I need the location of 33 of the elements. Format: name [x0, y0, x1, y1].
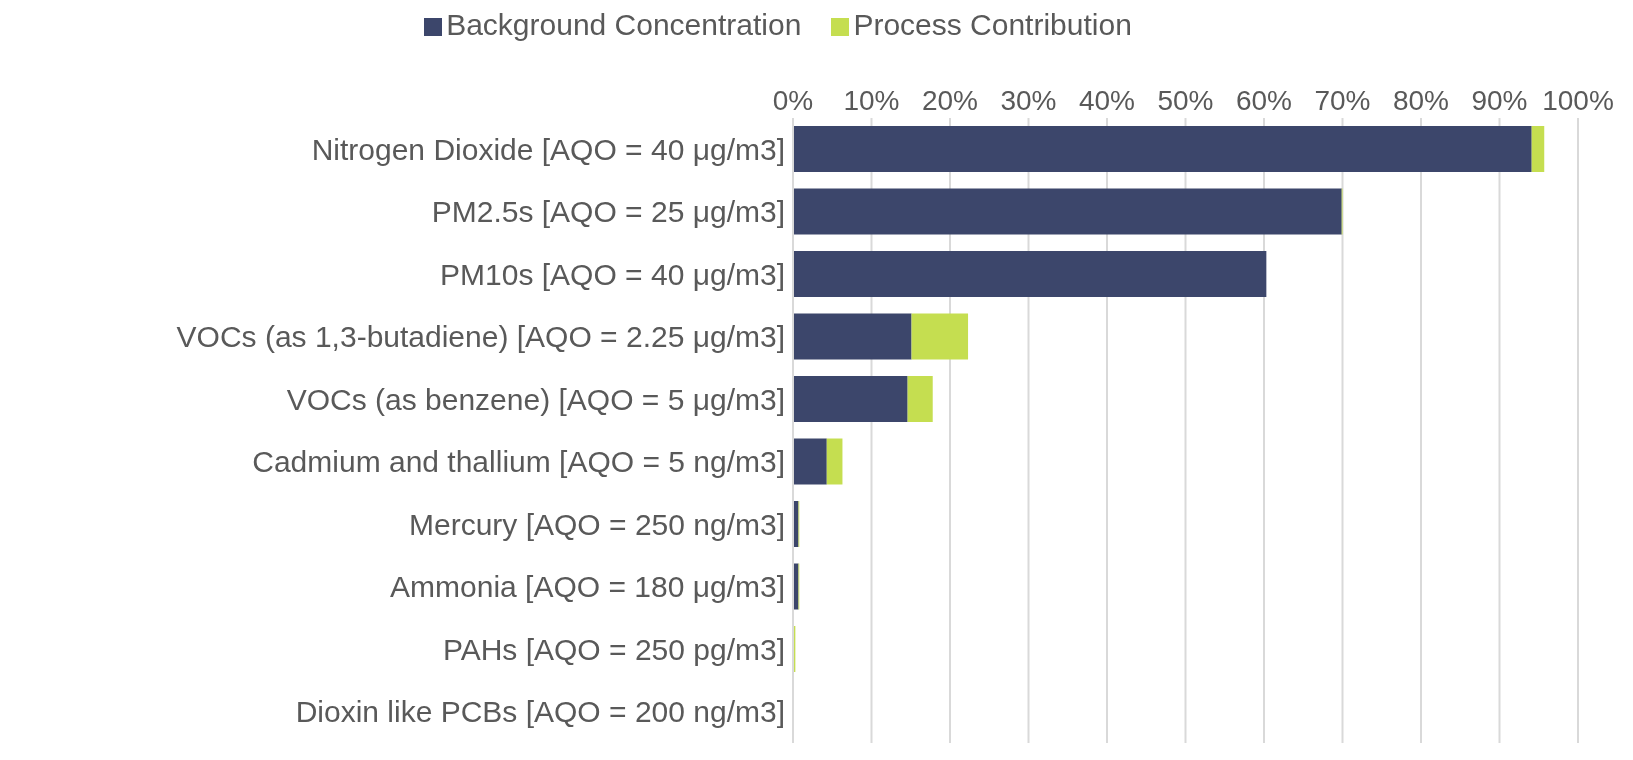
x-tick-label: 60% [1235, 85, 1293, 116]
y-tick-label: Dioxin like PCBs [AQO = 200 ng/m3] [295, 695, 785, 729]
bar [793, 438, 827, 485]
x-tick-label: 100% [1542, 85, 1614, 116]
x-tick-label: 20% [921, 85, 979, 116]
y-tick-label: VOCs (as 1,3-butadiene) [AQO = 2.25 μg/m3] [176, 320, 785, 354]
bar [793, 251, 1267, 297]
x-tick-label: 30% [1000, 85, 1057, 116]
y-tick-label: PM10s [AQO = 40 μg/m3] [440, 257, 785, 291]
bar [793, 188, 1342, 235]
bar [1531, 126, 1545, 172]
x-tick-label: 80% [1392, 85, 1450, 116]
y-tick-label: Nitrogen Dioxide [AQO = 40 μg/m3] [311, 132, 785, 166]
bar [793, 126, 1532, 172]
x-tick-label: 70% [1314, 85, 1371, 116]
legend-label: Process Contribution [853, 8, 1132, 41]
y-tick-label: Mercury [AQO = 250 ng/m3] [409, 507, 785, 541]
x-tick-label: 40% [1078, 85, 1136, 116]
bar [793, 376, 908, 422]
bar [826, 438, 843, 485]
x-tick-label: 90% [1471, 85, 1528, 116]
legend-label: Background Concentration [446, 8, 802, 41]
y-tick-label: PAHs [AQO = 250 pg/m3] [442, 632, 785, 666]
x-tick-label: 50% [1157, 85, 1214, 116]
bar [907, 376, 933, 422]
x-tick-label: 0% [772, 85, 814, 116]
y-tick-label: Cadmium and thallium [AQO = 5 ng/m3] [252, 445, 785, 479]
x-tick-label: 10% [843, 85, 900, 116]
y-tick-label: PM2.5s [AQO = 25 μg/m3] [431, 195, 785, 229]
bar [793, 313, 912, 360]
y-tick-label: VOCs (as benzene) [AQO = 5 μg/m3] [286, 382, 785, 416]
y-tick-label: Ammonia [AQO = 180 μg/m3] [390, 570, 785, 604]
bar [911, 313, 969, 360]
